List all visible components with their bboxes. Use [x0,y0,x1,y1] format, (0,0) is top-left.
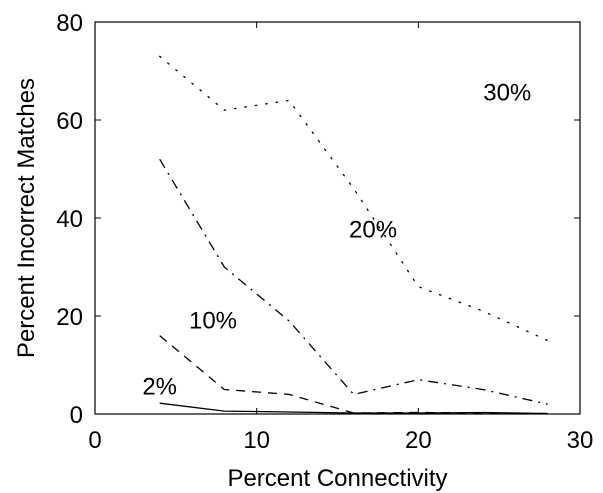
series-line-1 [159,335,548,415]
y-tick-label: 40 [56,206,83,233]
x-tick-label: 10 [243,427,270,454]
series-line-0 [159,402,548,415]
series-annotation: 30% [483,79,531,106]
x-tick-label: 20 [405,427,432,454]
y-tick-label: 80 [56,10,83,37]
y-tick-label: 20 [56,304,83,331]
series-line-3 [159,55,549,342]
series-layer [159,55,549,415]
x-tick-label: 30 [567,427,594,454]
y-tick-label: 60 [56,108,83,135]
annotation-layer: 2% 10% 20% 30% [142,79,531,400]
series-annotation: 20% [349,217,397,244]
series-line-2 [159,158,548,405]
axis-ticks: 0 10 20 30 0 20 40 60 80 [56,10,593,454]
x-tick-label: 0 [88,427,101,454]
y-axis-label: Percent Incorrect Matches [13,78,40,358]
y-tick-label: 0 [70,402,83,429]
series-annotation: 2% [142,373,177,400]
x-axis-label: Percent Connectivity [227,465,447,492]
series-annotation: 10% [189,307,237,334]
